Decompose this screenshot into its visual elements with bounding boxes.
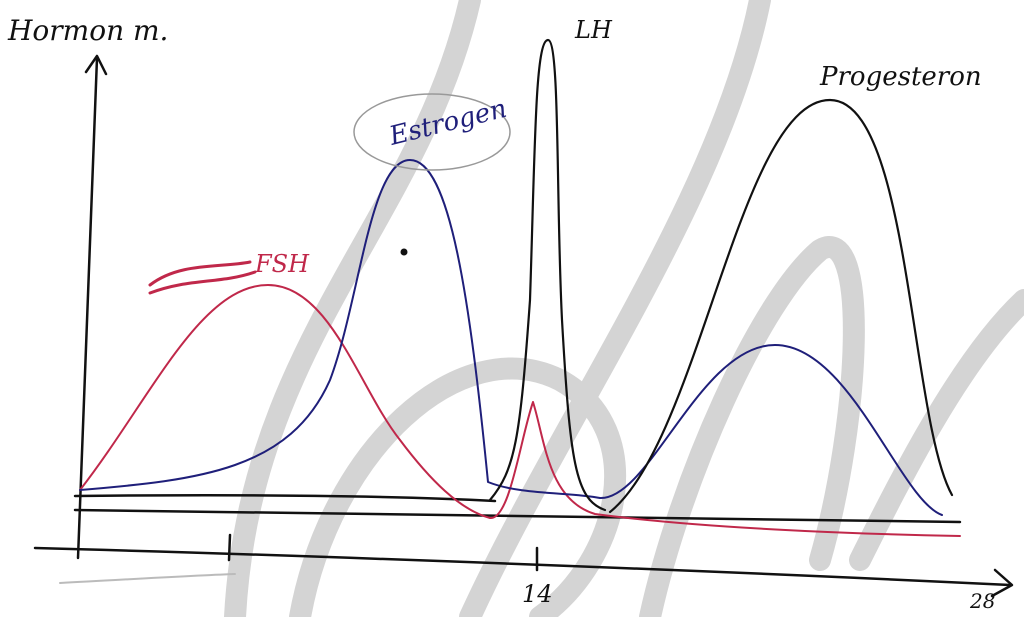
- x-tick-label: 14: [522, 580, 553, 608]
- sketch: Hormon m. LH Progesteron Estrogen ​ FSH …: [0, 0, 1024, 617]
- y-axis-label: Hormon m.: [7, 14, 168, 47]
- x-tick-label: 28: [969, 589, 995, 613]
- dot: [401, 249, 408, 256]
- curve-label: LH: [574, 16, 613, 44]
- curve-label: Progesteron: [819, 62, 982, 92]
- x-tick: [229, 535, 230, 560]
- curve-label: FSH: [254, 250, 310, 278]
